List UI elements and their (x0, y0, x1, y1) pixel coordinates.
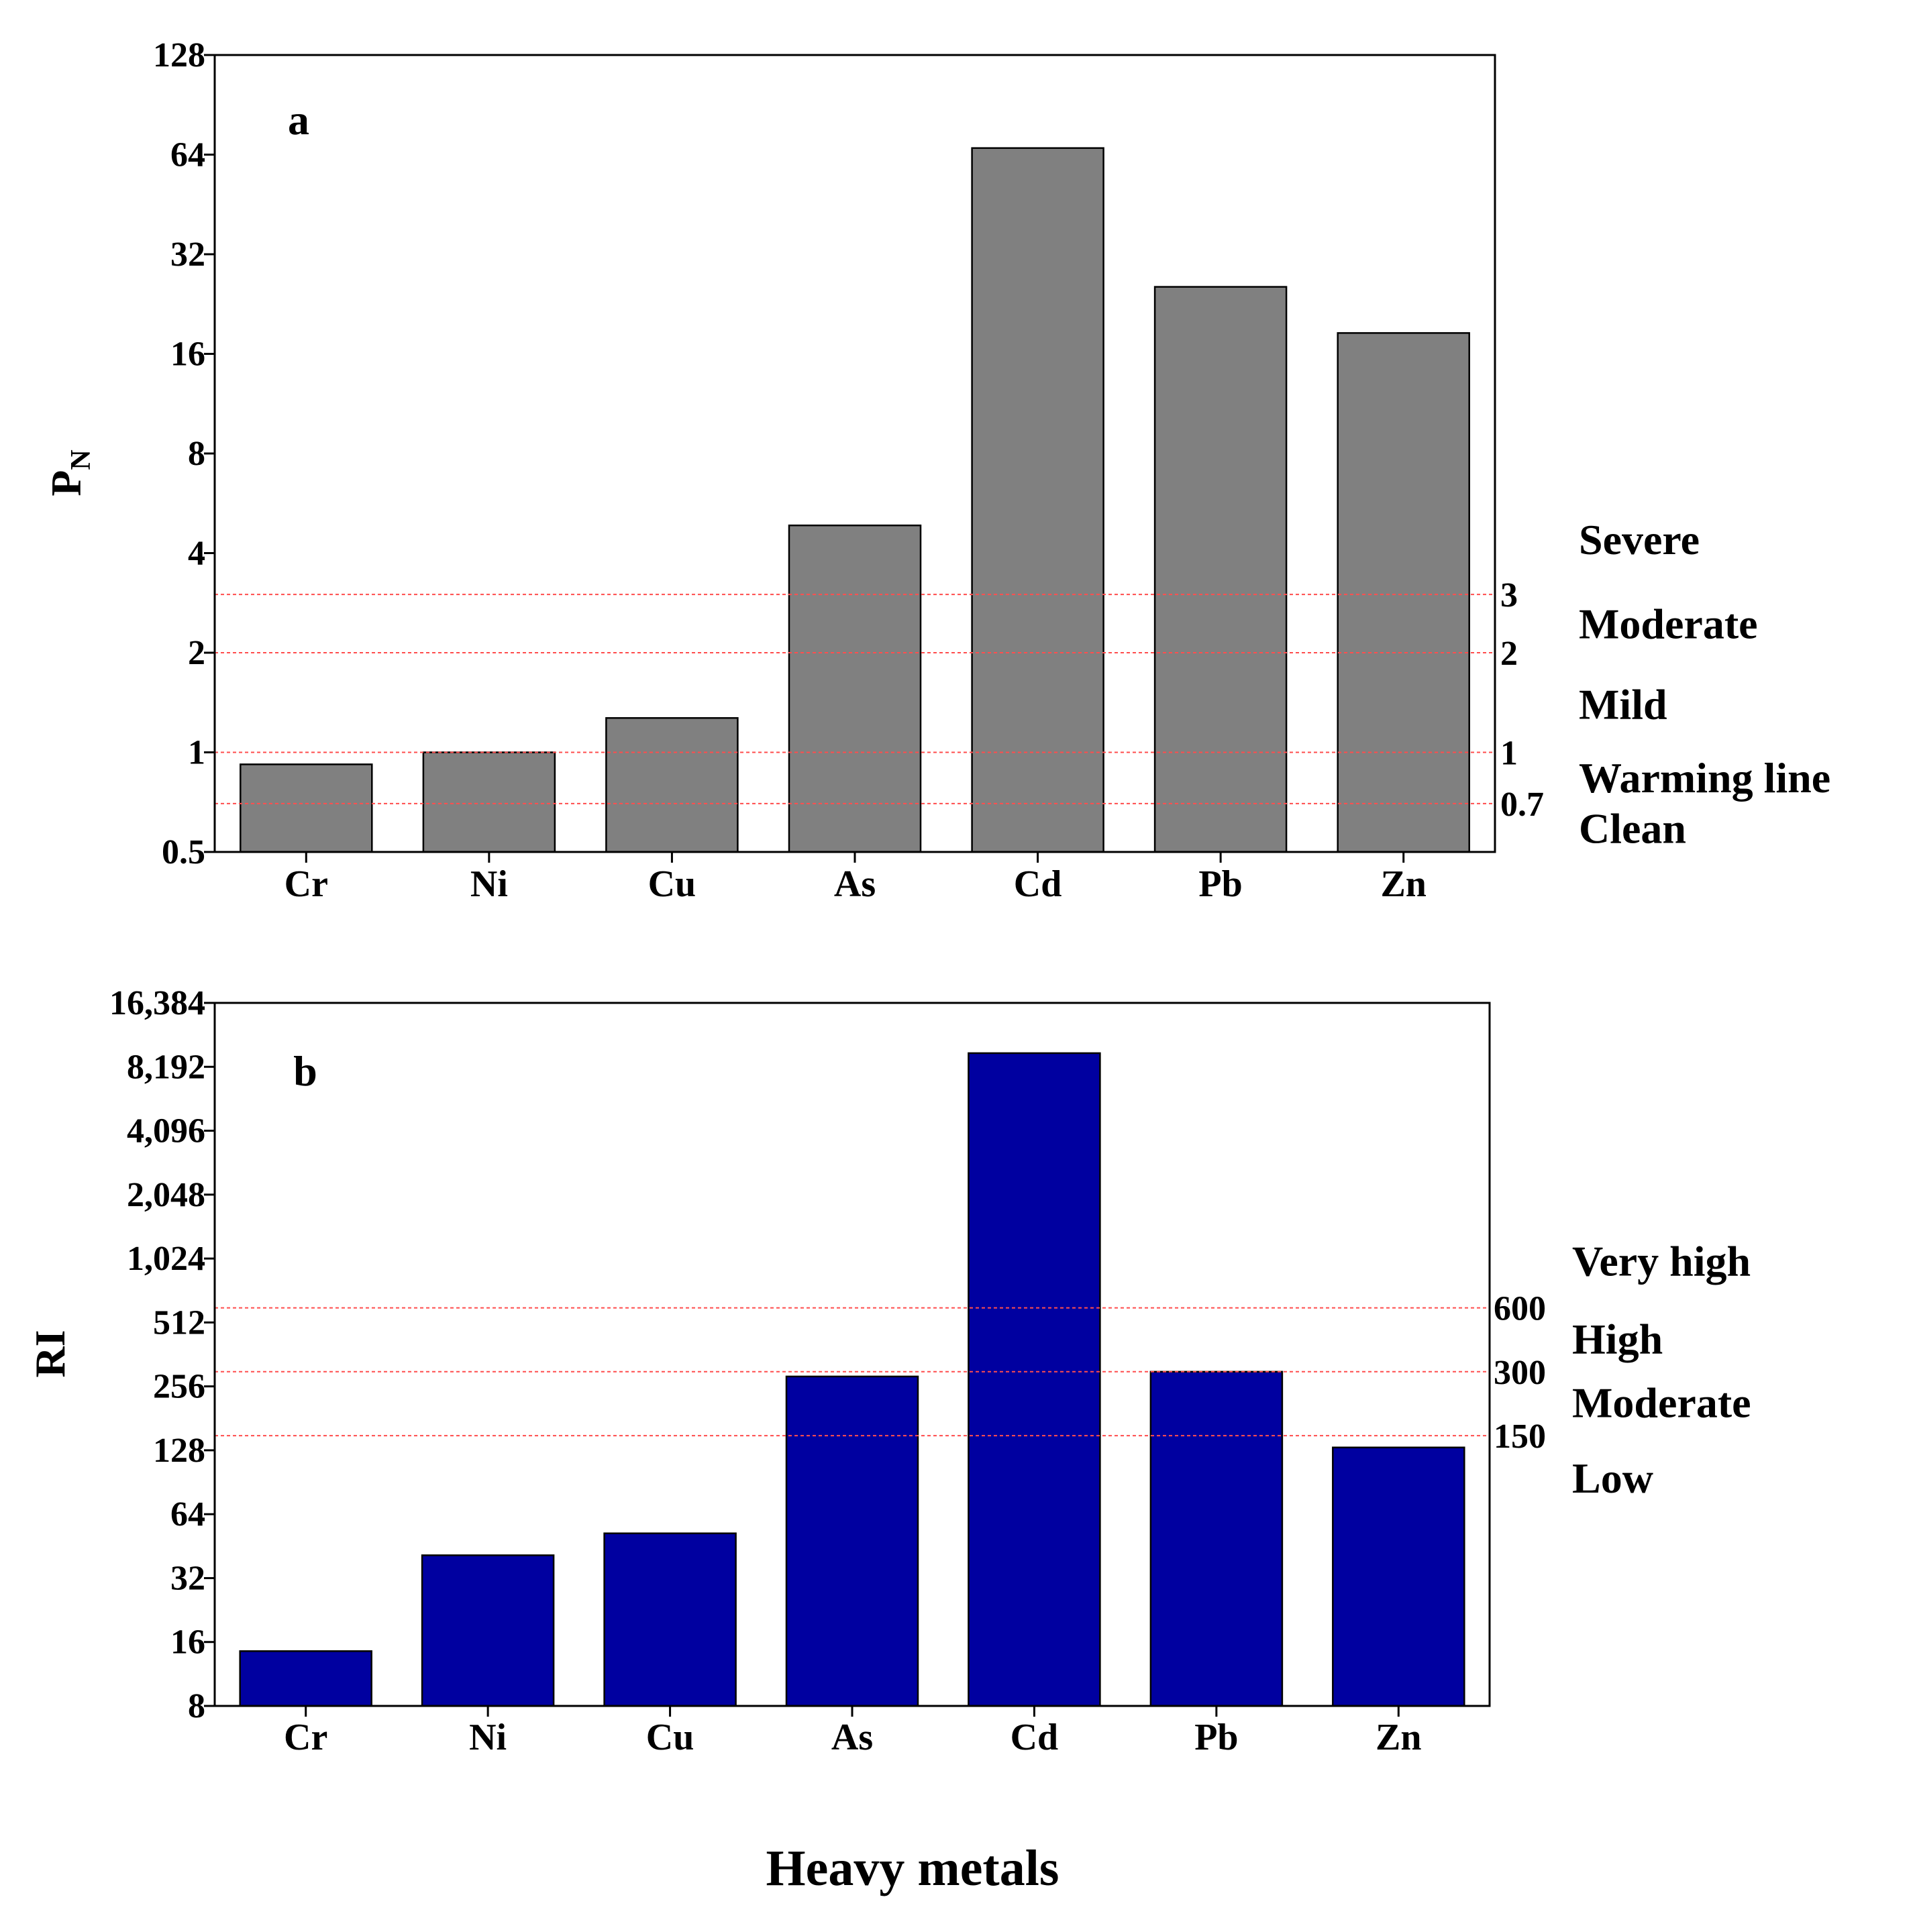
panel-b: 600 300 150 16,384 8,192 4,096 2,048 1,024 512 25… (26, 984, 1751, 1758)
y-tick-label: 8 (188, 435, 205, 473)
y-tick-label: 32 (170, 235, 205, 274)
x-tick-label-pb: Pb (1194, 1717, 1238, 1758)
level-label: Low (1572, 1454, 1653, 1502)
y-axis-title-subscript: N (66, 449, 97, 470)
bar-cr (240, 763, 373, 853)
x-tick-label-as: As (834, 863, 876, 905)
y-tick-label: 4 (188, 535, 205, 573)
y-tick-label: 0.5 (162, 833, 205, 871)
y-axis-title: PN (42, 449, 97, 496)
level-label: High (1572, 1315, 1663, 1362)
y-tick-label: 1 (188, 734, 205, 772)
y-tick-label: 2 (188, 634, 205, 672)
y-tick-label: 8,192 (127, 1048, 205, 1086)
y-tick-label: 4,096 (127, 1112, 205, 1150)
y-axis-title-main: RI (26, 1330, 74, 1377)
panel-label: b (293, 1047, 317, 1095)
threshold-label: 3 (1500, 576, 1518, 614)
x-tick-label-cr: Cr (284, 1717, 327, 1758)
threshold-label: 150 (1494, 1417, 1546, 1456)
threshold-label: 0.7 (1500, 786, 1544, 824)
threshold-label: 300 (1494, 1354, 1546, 1392)
bar-ni (421, 1554, 555, 1707)
level-label: Very high (1572, 1237, 1751, 1285)
y-tick-label: 64 (170, 1495, 205, 1534)
level-label: Clean (1579, 805, 1686, 853)
y-tick-label: 512 (153, 1303, 205, 1342)
y-tick-label: 128 (153, 36, 205, 74)
y-tick-label: 2,048 (127, 1176, 205, 1214)
x-axis-title: Heavy metals (766, 1840, 1059, 1896)
y-tick-label: 16,384 (109, 984, 205, 1022)
x-tick-label-ni: Ni (470, 863, 508, 905)
y-tick-label: 256 (153, 1368, 205, 1406)
x-tick-label-cu: Cu (646, 1717, 694, 1758)
bar-zn (1332, 1446, 1465, 1707)
x-tick-label-zn: Zn (1380, 863, 1427, 905)
panel-label: a (288, 96, 309, 144)
y-tick-label: 64 (170, 136, 205, 174)
bar-cd (968, 1052, 1101, 1707)
y-tick-label: 32 (170, 1560, 205, 1598)
level-label: Mild (1579, 680, 1667, 728)
x-tick-label-ni: Ni (469, 1717, 507, 1758)
y-axis-title-main: P (42, 470, 90, 496)
level-label: Warming line (1579, 754, 1830, 802)
bar-cu (605, 717, 739, 853)
bar-ni (422, 751, 556, 853)
bar-cu (603, 1532, 737, 1707)
level-label: Moderate (1579, 600, 1758, 648)
x-tick-label-cd: Cd (1011, 1717, 1059, 1758)
bar-pb (1149, 1371, 1284, 1707)
threshold-label: 2 (1500, 635, 1518, 673)
bar-as (788, 524, 922, 853)
bar-cr (239, 1650, 372, 1707)
bar-as (785, 1375, 919, 1707)
bar-zn (1337, 332, 1470, 853)
level-label: Moderate (1572, 1379, 1751, 1427)
x-tick-label-pb: Pb (1198, 863, 1242, 905)
y-tick-label: 1,024 (127, 1240, 205, 1278)
x-tick-label-cr: Cr (284, 863, 328, 905)
x-tick-label-as: As (831, 1717, 873, 1758)
level-label: Severe (1579, 516, 1700, 564)
bar-pb (1153, 286, 1288, 853)
y-axis-title: RI (26, 1330, 74, 1377)
x-tick-label-cd: Cd (1014, 863, 1062, 905)
y-tick-label: 128 (153, 1432, 205, 1470)
y-tick-label: 16 (170, 1623, 205, 1662)
x-tick-label-cu: Cu (648, 863, 696, 905)
x-tick-label-zn: Zn (1376, 1717, 1422, 1758)
y-tick-label: 16 (170, 335, 205, 374)
threshold-label: 600 (1494, 1290, 1546, 1328)
y-tick-label: 8 (188, 1687, 205, 1725)
threshold-label: 1 (1500, 735, 1518, 773)
bar-cd (971, 147, 1104, 853)
